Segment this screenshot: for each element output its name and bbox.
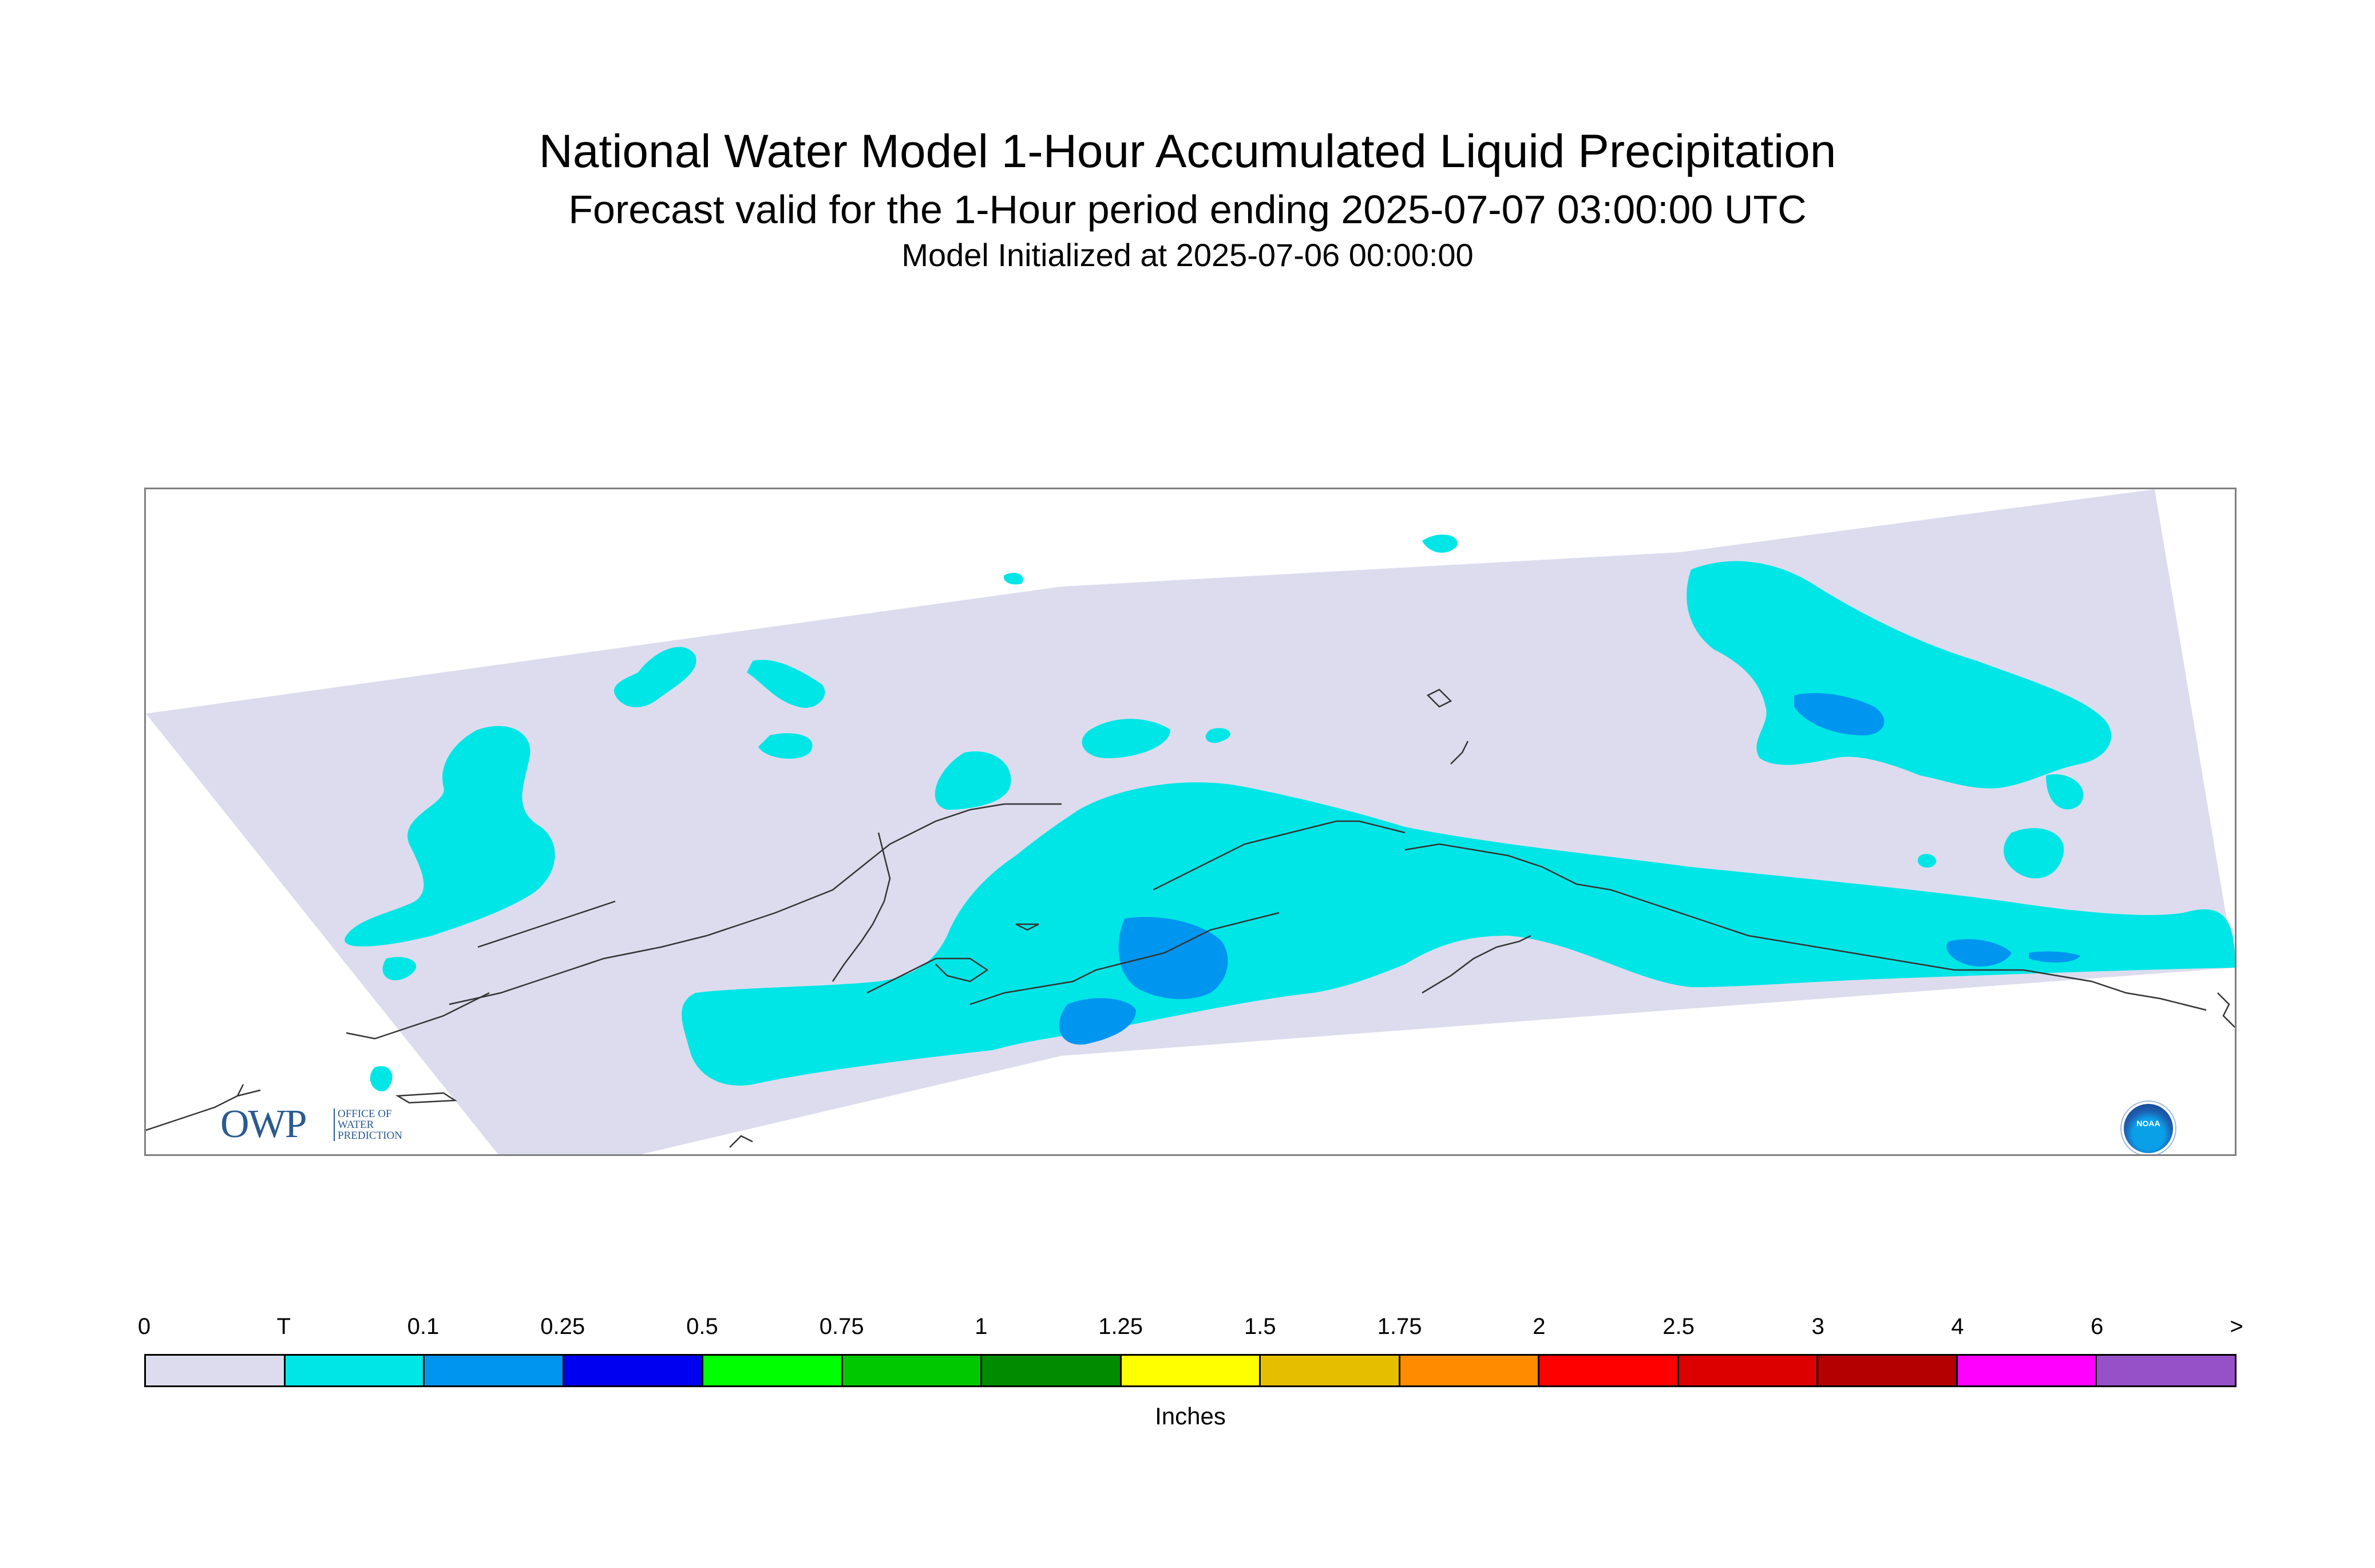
legend-swatch <box>564 1356 704 1385</box>
trace-area <box>1004 572 1023 585</box>
legend-swatch <box>1261 1356 1400 1385</box>
legend-tick-label: 2.5 <box>1662 1314 1695 1339</box>
trace-area <box>758 733 813 759</box>
noaa-logo: NOAA <box>2121 1102 2175 1154</box>
legend-tick-label: 2 <box>1533 1314 1546 1339</box>
coastline <box>1404 843 2023 971</box>
trace-area <box>1687 561 2112 789</box>
coastline <box>346 992 490 1040</box>
legend-ticks: 0 T 0.1 0.25 0.5 0.75 1 1.25 1.5 1.75 2 2.5 3 4 6 > <box>138 1314 2243 1348</box>
owp-logo: OWP OFFICE OF WATER PREDICTION <box>220 1102 426 1147</box>
legend-tick-label: T <box>276 1314 291 1339</box>
legend-tick-label: 0.25 <box>540 1314 585 1339</box>
coastline <box>1426 688 1452 708</box>
legend-swatch <box>1400 1356 1540 1385</box>
owp-subtext-line: PREDICTION <box>338 1130 402 1142</box>
legend-tick-label: 1.5 <box>1244 1314 1276 1339</box>
legend-swatch <box>2097 1356 2235 1385</box>
legend-tick-label: 0.75 <box>819 1314 864 1339</box>
legend-tick-label: 6 <box>2091 1314 2104 1339</box>
map-title: National Water Model 1-Hour Accumulated … <box>539 125 1836 177</box>
trace-area <box>1422 534 1458 553</box>
legend-swatch <box>842 1356 983 1385</box>
coastline <box>969 912 1280 1005</box>
legend-swatch <box>1957 1356 2097 1385</box>
map-canvas <box>146 489 2235 1154</box>
model-init-time: Model Initialized at 2025-07-06 00:00:00 <box>901 237 1474 273</box>
coastline <box>449 803 1062 1005</box>
trace-area <box>614 647 696 707</box>
legend-tick-label: 1.25 <box>1098 1314 1143 1339</box>
coastline <box>395 1092 457 1104</box>
trace-area <box>747 660 825 708</box>
trace-area <box>1918 854 1937 868</box>
legend-swatch <box>1679 1356 1819 1385</box>
legend-swatch <box>1539 1356 1679 1385</box>
coastline <box>866 957 989 994</box>
light-precip-area <box>1794 693 1885 735</box>
legend-swatch <box>146 1356 286 1385</box>
trace-area <box>2046 774 2084 810</box>
legend-tick-label: 0 <box>137 1314 151 1339</box>
coastline <box>477 900 616 948</box>
legend-swatch <box>285 1356 425 1385</box>
light-precip-area <box>1118 917 1228 999</box>
legend-tick-label: 0.1 <box>407 1314 440 1339</box>
legend-swatch <box>425 1356 564 1385</box>
legend-units: Inches <box>1155 1403 1226 1430</box>
legend-tick-label: 0.5 <box>686 1314 718 1339</box>
light-precip-areas <box>1059 693 2080 1045</box>
trace-area <box>935 751 1011 810</box>
noaa-logo-text: NOAA <box>2136 1119 2160 1128</box>
legend-tick-label: 1.75 <box>1377 1314 1422 1339</box>
light-precip-area <box>1059 998 1136 1045</box>
light-precip-area <box>2029 951 2080 963</box>
trace-area <box>370 1066 393 1091</box>
trace-area <box>345 726 555 947</box>
owp-logo-subtext: OFFICE OF WATER PREDICTION <box>334 1108 402 1141</box>
legend-tick-label: > <box>2230 1314 2243 1339</box>
owp-subtext-line: OFFICE OF <box>338 1108 392 1120</box>
coastline <box>1153 820 1406 891</box>
legend-tick-label: 3 <box>1811 1314 1824 1339</box>
legend-swatch <box>703 1356 843 1385</box>
legend-swatch <box>1818 1356 1958 1385</box>
owp-logo-text: OWP <box>220 1102 307 1146</box>
precipitation-map: OWP OFFICE OF WATER PREDICTION NOAA <box>144 488 2237 1156</box>
trace-area <box>2004 828 2064 878</box>
legend-swatch <box>982 1356 1122 1385</box>
legend-tick-label: 1 <box>975 1314 988 1339</box>
forecast-validity: Forecast valid for the 1-Hour period end… <box>568 187 1807 232</box>
trace-area <box>382 957 417 981</box>
coastline <box>2217 992 2235 1028</box>
legend-colorbar <box>144 1354 2237 1387</box>
coastline <box>729 1135 753 1148</box>
legend-tick-label: 4 <box>1951 1314 1964 1339</box>
light-precip-area <box>1946 939 2012 967</box>
trace-area <box>1082 719 1170 758</box>
coastline <box>1422 935 1531 994</box>
coastline <box>2022 969 2207 1011</box>
coastline <box>1015 923 1039 931</box>
owp-subtext-line: WATER <box>338 1119 374 1131</box>
coastlines <box>146 688 2235 1148</box>
coastline <box>146 1084 261 1131</box>
coastline <box>1450 741 1469 765</box>
legend-swatch <box>1121 1356 1261 1385</box>
trace-area <box>1205 728 1230 743</box>
coastline <box>832 832 891 982</box>
